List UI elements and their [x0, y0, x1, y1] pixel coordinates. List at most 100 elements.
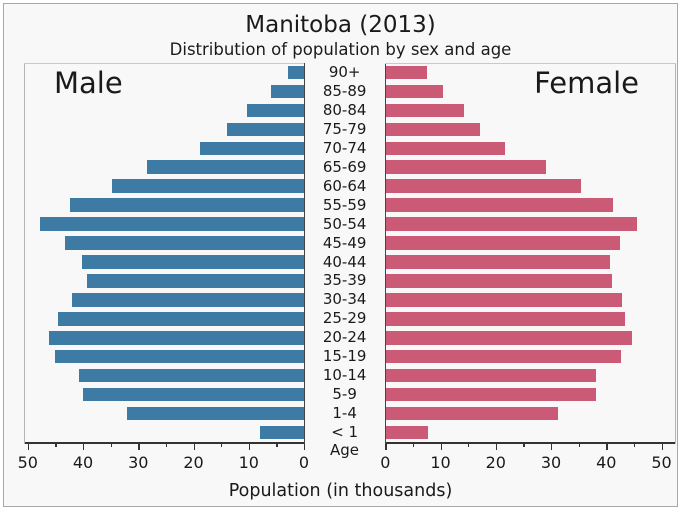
- x-axis-line-right: [385, 442, 676, 444]
- male-bar: [78, 368, 304, 383]
- major-tick: [248, 443, 251, 450]
- plot-area: 90+ 85-89 80-84 75-79 70-74 65-69 60-64 55-59 50…: [18, 63, 676, 472]
- female-bar: [385, 103, 465, 118]
- major-tick: [138, 443, 140, 450]
- age-group-label: 90+: [328, 63, 361, 81]
- age-group-label: 45-49: [322, 233, 367, 252]
- male-series-label: Male: [54, 66, 123, 100]
- tick-label: 20: [183, 453, 204, 472]
- minor-tick: [110, 443, 112, 447]
- minor-tick: [468, 443, 470, 447]
- minor-tick: [165, 443, 168, 447]
- age-group-label: 15-19: [322, 347, 367, 366]
- male-bar: [111, 179, 304, 193]
- tick-label: 30: [540, 453, 562, 472]
- female-bar: [385, 425, 428, 440]
- female-bar: [385, 160, 546, 174]
- male-bar: [65, 236, 304, 250]
- female-bar: [385, 179, 582, 193]
- male-bar: [81, 255, 304, 269]
- tick-label: 10: [430, 453, 451, 472]
- age-group-label: 50-54: [322, 214, 367, 233]
- minor-tick: [55, 443, 57, 447]
- male-bar: [55, 349, 304, 364]
- male-bar: [199, 141, 304, 155]
- age-group-label: 65-69: [322, 157, 367, 176]
- major-tick: [385, 443, 387, 450]
- female-bar: [385, 349, 622, 364]
- male-bar: [39, 217, 304, 231]
- age-axis-label: Age: [329, 441, 359, 459]
- major-tick: [606, 443, 608, 450]
- male-bar: [227, 122, 304, 137]
- inner-spine-left: [304, 63, 306, 444]
- age-group-label: 35-39: [322, 271, 367, 290]
- major-tick: [27, 443, 30, 450]
- female-bar: [385, 65, 427, 80]
- male-bar: [71, 293, 304, 307]
- top-spine-right: [385, 63, 676, 64]
- tick-label: 50: [651, 453, 672, 472]
- minor-tick: [221, 443, 223, 447]
- tick-label: 20: [485, 453, 506, 472]
- age-group-label: 85-89: [322, 81, 367, 100]
- male-bar: [69, 198, 304, 212]
- major-tick: [495, 443, 498, 450]
- inner-spine-right: [385, 63, 387, 444]
- x-axis-line-left: [24, 442, 304, 444]
- female-bar: [385, 274, 612, 288]
- outer-spine-right: [674, 63, 676, 444]
- age-group-label: 80-84: [322, 100, 367, 119]
- male-bar: [83, 387, 304, 402]
- female-bar: [385, 141, 505, 155]
- tick-label: 10: [238, 453, 259, 472]
- female-bar: [385, 122, 481, 137]
- male-bar: [246, 103, 304, 118]
- female-bar: [385, 84, 443, 99]
- female-bar: [385, 312, 626, 326]
- tick-label: 30: [128, 453, 149, 472]
- female-bar: [385, 255, 611, 269]
- tick-label: 40: [72, 453, 94, 472]
- outer-spine-left: [24, 63, 26, 444]
- age-group-label: 40-44: [322, 252, 367, 271]
- major-tick: [193, 443, 195, 450]
- tick-label: 0: [298, 453, 310, 472]
- age-group-label: 30-34: [322, 290, 367, 309]
- male-bar: [48, 331, 304, 345]
- age-group-label: 75-79: [322, 119, 367, 138]
- minor-tick: [276, 443, 278, 447]
- age-group-label: 70-74: [322, 138, 367, 157]
- chart-subtitle: Distribution of population by sex and ag…: [169, 40, 512, 59]
- age-group-label: 1-4: [332, 404, 357, 423]
- age-group-label: 60-64: [322, 176, 367, 195]
- x-axis-label: Population (in thousands): [228, 481, 453, 501]
- age-group-label: 10-14: [322, 366, 367, 385]
- minor-tick: [633, 443, 636, 447]
- female-series-label: Female: [534, 66, 639, 100]
- male-bar: [259, 425, 304, 440]
- figure-frame: Manitoba (2013) Distribution of populati…: [3, 3, 678, 507]
- tick-label: 40: [596, 453, 617, 472]
- female-bar: [385, 236, 621, 250]
- male-bar: [287, 65, 304, 80]
- female-bar: [385, 217, 638, 231]
- male-bar: [147, 160, 304, 174]
- female-bar: [385, 387, 597, 402]
- male-bar: [58, 312, 304, 326]
- minor-tick: [523, 443, 525, 447]
- top-spine-left: [24, 63, 304, 64]
- tick-label: 0: [380, 453, 391, 472]
- male-bar: [270, 84, 304, 99]
- age-group-label: < 1: [331, 423, 359, 442]
- tick-label: 50: [17, 453, 38, 472]
- female-bar: [385, 368, 597, 383]
- major-tick: [440, 443, 442, 450]
- female-bar: [385, 406, 558, 421]
- age-group-label: 25-29: [322, 309, 367, 328]
- chart-title: Manitoba (2013): [245, 12, 436, 38]
- female-bar: [385, 293, 622, 307]
- major-tick: [551, 443, 553, 450]
- major-tick: [304, 443, 306, 450]
- major-tick: [83, 443, 85, 450]
